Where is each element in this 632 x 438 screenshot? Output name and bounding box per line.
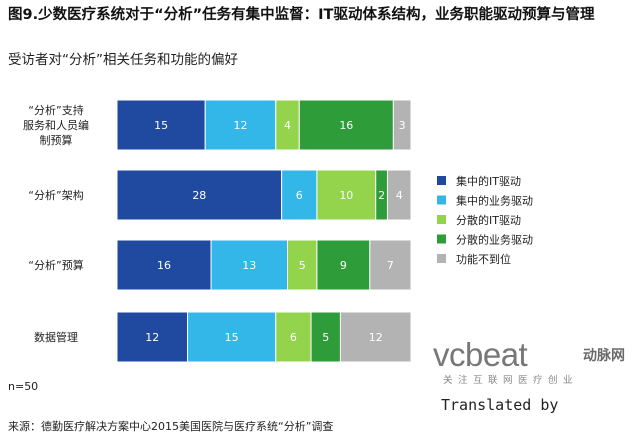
bar-segment [275,311,312,363]
legend-swatch [437,254,446,263]
bar-segment [386,169,412,221]
data-label: 15 [225,331,239,344]
sample-size-note: n=50 [8,380,39,393]
data-label: 16 [157,259,171,272]
data-label: 4 [284,119,291,132]
vcbeat-logo: vcbeat 动脉网 关注互联网医疗创业 [433,337,628,392]
bar-segment [369,239,412,291]
data-label: 13 [242,259,256,272]
legend-swatch [437,234,446,244]
bar-segment [116,239,212,291]
legend-label: 分散的IT驱动 [456,213,521,227]
data-label: 15 [154,119,168,132]
legend-swatch [437,215,446,224]
data-label: 12 [369,331,383,344]
bar-segment [392,99,412,151]
bar-segments: 15 12 4 16 328 6 10 2 416 13 5 9 712 15 6 5 12 [116,99,412,363]
data-label: 10 [339,189,353,202]
bar-segment [116,99,206,151]
legend-label: 集中的业务驱动 [456,194,533,208]
data-label: 12 [233,119,247,132]
data-label: 5 [299,259,306,272]
legend-swatch [437,176,446,185]
bar-segment [116,311,189,363]
data-label: 16 [339,119,353,132]
chart-subtitle: 受访者对“分析”相关任务和功能的偏好 [8,52,238,68]
data-label: 28 [192,189,206,202]
category-label: “分析”架构 [28,188,83,202]
bar-segment [210,239,289,291]
bar-segment [298,99,394,151]
legend-label: 分散的业务驱动 [456,233,533,247]
chart-title: 图9.少数医疗系统对于“分析”任务有集中监督：IT驱动体系结构，业务职能驱动预算… [8,7,595,23]
legend-swatch [437,195,446,205]
logo-brand-cn: 动脉网 [583,348,625,364]
bar-segment [310,311,341,363]
data-label: 6 [290,331,297,344]
data-label: 6 [296,189,303,202]
source-note: 来源：德勤医疗解决方案中心2015美国医院与医疗系统“分析”调查 [8,420,334,433]
logo-brand: vcbeat [433,336,528,373]
bar-segment [116,169,283,221]
category-label: “分析”预算 [28,258,83,272]
data-label: 5 [322,331,329,344]
data-label: 12 [145,331,159,344]
legend-label: 集中的IT驱动 [456,174,521,188]
bar-segment [316,239,371,291]
legend-label: 功能不到位 [456,252,511,266]
category-label: “分析”支持服务和人员编制预算 [23,103,89,147]
data-label: 4 [396,189,403,202]
logo-tagline: 关注互联网医疗创业 [443,375,579,386]
data-label: 3 [399,119,406,132]
data-label: 7 [387,259,394,272]
category-label: 数据管理 [34,330,78,344]
data-label: 2 [378,189,385,202]
bar-segment [287,239,318,291]
data-label: 9 [340,259,347,272]
bar-segment [339,311,412,363]
translated-by-text: Translated by [441,396,559,414]
